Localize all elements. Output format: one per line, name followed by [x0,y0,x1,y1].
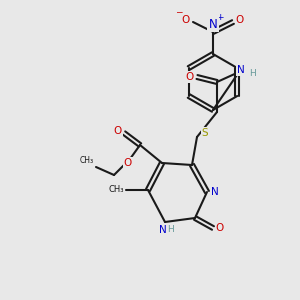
Text: CH₃: CH₃ [109,185,124,194]
Text: N: N [237,65,245,75]
Text: N: N [211,187,219,197]
Text: O: O [114,126,122,136]
Text: O: O [236,15,244,25]
Text: N: N [208,17,217,31]
Text: CH₃: CH₃ [80,156,94,165]
Text: H: H [168,226,174,235]
Text: +: + [216,14,224,22]
Text: O: O [124,158,132,168]
Text: N: N [159,225,167,235]
Text: H: H [250,70,256,79]
Text: O: O [186,72,194,82]
Text: O: O [182,15,190,25]
Text: S: S [202,128,208,138]
Text: O: O [216,223,224,233]
Text: −: − [175,8,183,16]
